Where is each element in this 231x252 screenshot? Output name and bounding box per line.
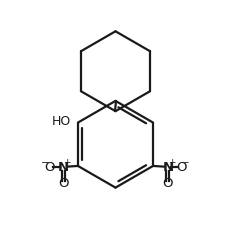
Text: O: O [45,161,55,174]
Text: O: O [176,161,186,174]
Text: N: N [162,161,173,174]
Text: −: − [181,158,190,168]
Text: O: O [58,177,68,190]
Text: HO: HO [52,115,71,128]
Text: N: N [58,161,69,174]
Text: +: + [168,158,176,167]
Text: −: − [41,158,50,168]
Text: +: + [64,158,71,167]
Text: O: O [163,177,173,190]
